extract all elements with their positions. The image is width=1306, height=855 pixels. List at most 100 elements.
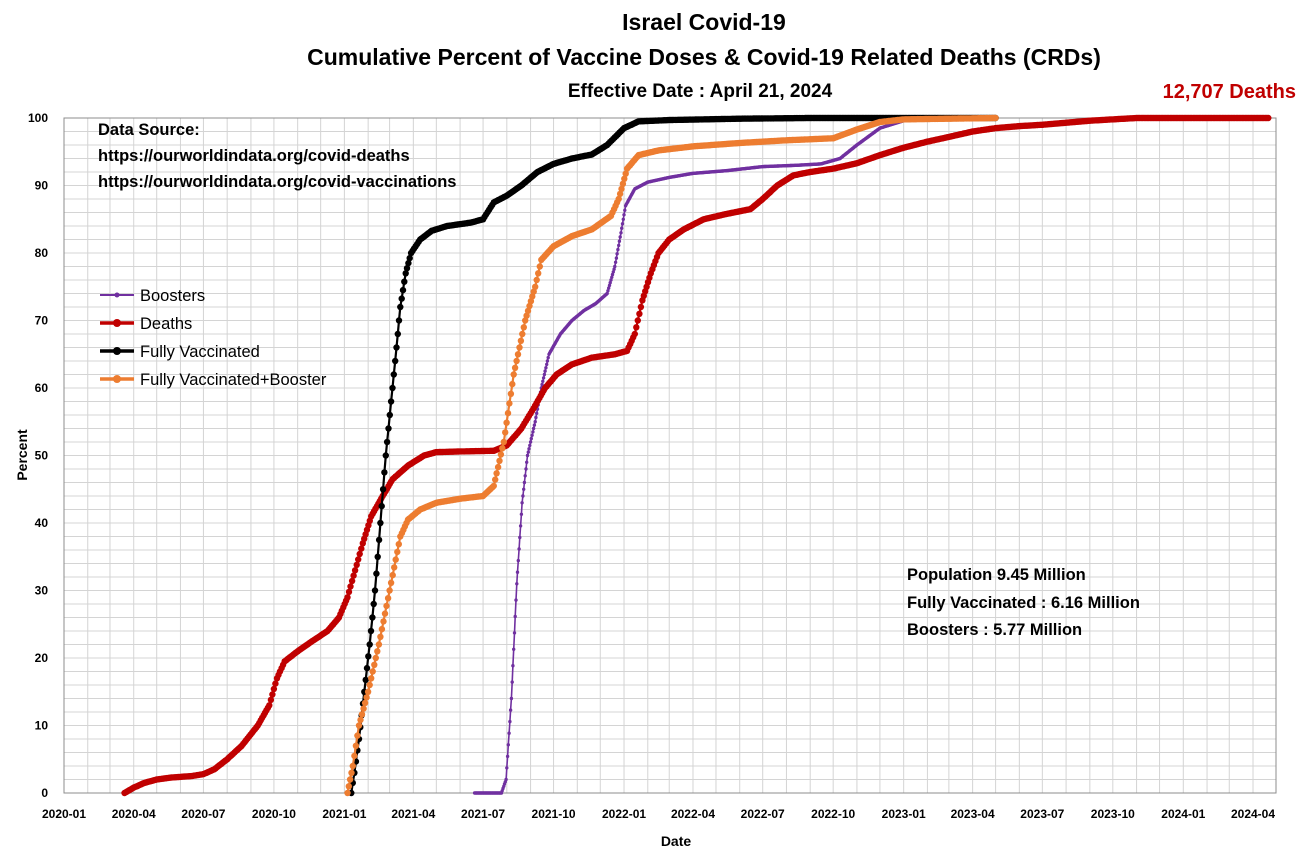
x-tick-label: 2023-10 [1091,807,1135,821]
note-population: Population 9.45 Million [907,566,1086,584]
point-boosters [532,423,537,427]
point-fully-vaccinated-booster [616,190,624,198]
point-fully-vaccinated-booster [371,661,378,668]
point-fully-vaccinated-booster [524,307,532,315]
point-deaths [356,550,363,558]
point-boosters [540,382,544,387]
point-fully-vaccinated [373,570,380,577]
point-fully-vaccinated [390,371,397,378]
point-boosters [605,291,609,296]
point-boosters [522,480,527,485]
point-boosters [544,366,548,370]
y-tick-label: 50 [35,449,49,463]
y-axis-label: Percent [14,429,30,481]
legend-label: Fully Vaccinated [140,343,260,361]
x-tick-label: 2020-07 [181,807,225,821]
point-boosters [533,420,537,424]
point-fully-vaccinated [362,676,369,684]
point-fully-vaccinated-booster [375,641,383,648]
point-boosters [515,570,520,574]
point-boosters [541,376,546,380]
point-deaths [344,594,351,601]
point-fully-vaccinated-booster [357,716,364,724]
point-fully-vaccinated [399,286,407,294]
point-fully-vaccinated [374,553,381,560]
point-fully-vaccinated [370,600,377,608]
point-fully-vaccinated-booster [615,195,622,203]
point-boosters [505,754,510,759]
point-deaths [266,702,273,709]
point-fully-vaccinated-booster [496,457,503,464]
point-boosters [607,283,612,288]
point-fully-vaccinated-booster [619,180,627,187]
point-deaths [636,310,643,317]
point-fully-vaccinated-booster [527,298,535,305]
point-fully-vaccinated-booster [992,114,999,122]
point-boosters [520,501,524,505]
point-fully-vaccinated [397,303,404,311]
point-fully-vaccinated-booster [503,419,510,426]
point-fully-vaccinated-booster [490,482,497,490]
note-boosters: Boosters : 5.77 Million [907,621,1082,639]
point-boosters [618,235,622,239]
chart-title: Israel Covid-19 [622,9,786,35]
point-deaths [267,696,275,704]
point-fully-vaccinated-booster [391,564,398,571]
legend: Boosters Deaths Fully Vaccinated Fully Vacc… [100,287,327,389]
y-tick-label: 20 [35,651,49,665]
point-deaths [345,588,353,596]
point-fully-vaccinated-booster [510,371,517,378]
legend-label: Deaths [140,315,192,333]
point-fully-vaccinated [369,614,376,621]
y-axis-ticks: 0 10 20 30 40 50 60 70 80 90 100 [28,111,48,800]
x-axis-label: Date [661,833,692,849]
x-tick-label: 2021-04 [391,807,435,821]
point-fully-vaccinated [367,627,375,635]
point-boosters [543,369,547,373]
point-boosters [616,247,620,252]
population-notes: Population 9.45 Million Fully Vaccinated… [907,566,1140,639]
point-fully-vaccinated-booster [344,789,351,797]
legend-swatch-marker [113,375,121,383]
legend-swatch-marker [113,319,121,327]
x-tick-label: 2023-07 [1020,807,1064,821]
point-boosters [620,226,624,230]
point-boosters [621,217,625,221]
y-tick-label: 90 [35,179,49,193]
point-fully-vaccinated-booster [513,357,520,365]
point-boosters [606,289,610,293]
point-boosters [504,777,508,782]
point-fully-vaccinated-booster [530,288,537,295]
point-deaths [634,317,641,324]
point-boosters [524,467,528,471]
point-fully-vaccinated-booster [492,476,499,483]
point-fully-vaccinated [382,452,389,459]
point-fully-vaccinated-booster [394,548,401,556]
legend-item-boosters: Boosters [100,287,205,305]
point-boosters [613,260,618,264]
point-deaths [351,567,359,574]
point-fully-vaccinated [386,411,393,419]
series-layer [121,114,1272,797]
point-boosters [512,631,517,635]
point-deaths [633,324,640,331]
point-fully-vaccinated [406,254,413,262]
point-fully-vaccinated [405,259,412,267]
point-fully-vaccinated-booster [523,312,530,319]
point-deaths [350,572,357,579]
x-tick-label: 2023-01 [882,807,926,821]
point-deaths [355,556,362,563]
point-boosters [510,680,514,684]
point-fully-vaccinated [395,317,403,324]
x-tick-label: 2022-07 [741,807,785,821]
point-boosters [546,355,550,360]
point-boosters [505,766,509,770]
chart-subtitle: Cumulative Percent of Vaccine Doses & Co… [307,44,1101,70]
point-fully-vaccinated-booster [502,429,509,436]
point-fully-vaccinated [387,398,395,405]
x-tick-label: 2023-04 [951,807,995,821]
point-deaths [272,680,279,687]
point-boosters [608,281,612,285]
point-fully-vaccinated [371,587,379,594]
point-fully-vaccinated-booster [363,694,370,701]
